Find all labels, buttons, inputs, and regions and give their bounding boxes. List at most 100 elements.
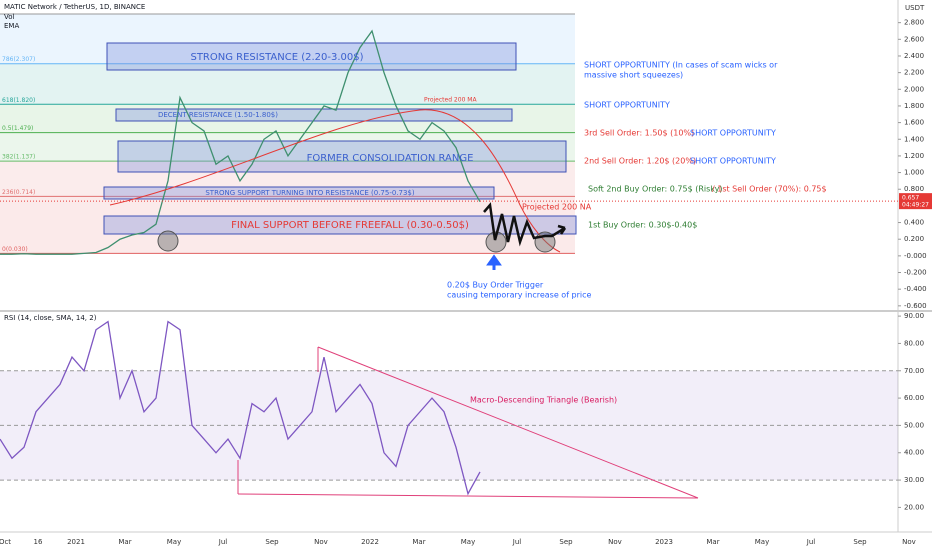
y-tick-label: 1.200 (904, 152, 924, 160)
y-tick-label: 1.800 (904, 102, 924, 110)
y-tick-label: -0.400 (904, 285, 927, 293)
y-tick-label: 80.00 (904, 339, 924, 347)
annotation: / 1st Sell Order (70%): 0.75$ (712, 185, 827, 194)
triangle-line (317, 346, 699, 499)
y-tick-label: -0.000 (904, 252, 927, 260)
zone-label: DECENT RESISTANCE (1.50-1.80$) (158, 111, 278, 119)
triangle-line (237, 493, 699, 499)
x-tick-label: 2021 (67, 538, 85, 546)
y-tick-label: 70.00 (904, 367, 924, 375)
zone-box (103, 215, 577, 235)
price-tag-label: 0.657 (902, 195, 919, 202)
x-tick-label: May (167, 538, 181, 546)
y-tick-label: 0.800 (904, 185, 924, 193)
x-tick-label: Nov (902, 538, 916, 546)
x-tick-label: 2023 (655, 538, 673, 546)
x-tick-label: Jul (218, 538, 228, 546)
fib-label: 618(1.820) (2, 97, 35, 104)
x-tick-label: Nov (608, 538, 622, 546)
projection (483, 202, 566, 247)
annotation: 1st Buy Order: 0.30$-0.40$ (588, 221, 697, 230)
zone-label: FINAL SUPPORT BEFORE FREEFALL (0.30-0.50… (231, 220, 469, 231)
y-tick-label: 2.200 (904, 69, 924, 77)
zone-box (117, 140, 567, 173)
y-tick-label: 0.200 (904, 235, 924, 243)
annotation: SHORT OPPORTUNITY (In cases of scam wick… (584, 61, 778, 70)
indicator-label: EMA (4, 22, 19, 30)
y-tick-label: 20.00 (904, 503, 924, 511)
series-line (0, 29, 481, 255)
x-tick-label: Mar (706, 538, 719, 546)
annotation: 3rd Sell Order: 1.50$ (10%) (584, 129, 694, 138)
y-tick-label: 90.00 (904, 312, 924, 320)
x-tick-label: Sep (559, 538, 573, 546)
projected-ma (109, 109, 561, 253)
annotation: Projected 200 NA (522, 203, 592, 212)
y-tick-label: 60.00 (904, 394, 924, 402)
fib-label: 382(1.137) (2, 154, 35, 161)
zone-box (115, 108, 513, 122)
y-tick-label: 40.00 (904, 449, 924, 457)
zone-label: FORMER CONSOLIDATION RANGE (307, 153, 474, 164)
x-tick-label: Sep (265, 538, 279, 546)
annotation: Soft 2nd Buy Order: 0.75$ (Risky) (588, 185, 723, 194)
y-tick-label: 1.600 (904, 119, 924, 127)
annotation: 2nd Sell Order: 1.20$ (20%) (584, 157, 696, 166)
fib-label: 236(0.714) (2, 189, 35, 196)
fib-band (0, 196, 575, 254)
annotation: SHORT OPPORTUNITY (690, 157, 776, 166)
fib-label: 0.5(1.479) (2, 125, 33, 132)
x-tick-label: 2022 (361, 538, 379, 546)
x-tick-label: May (755, 538, 769, 546)
annotation: Macro-Descending Triangle (Bearish) (470, 396, 617, 405)
y-tick-label: 0.400 (904, 219, 924, 227)
x-tick-label: Nov (314, 538, 328, 546)
indicator-label: Vol (4, 13, 15, 21)
annotation: Projected 200 MA (424, 97, 477, 104)
x-tick-label: Sep (853, 538, 867, 546)
fib-band (0, 14, 575, 64)
annotation: 0.20$ Buy Order Trigger (447, 281, 544, 290)
y-tick-label: 2.800 (904, 19, 924, 27)
y-tick-label: 2.000 (904, 85, 924, 93)
x-tick-label: Jul (512, 538, 522, 546)
y-tick-label: -0.200 (904, 269, 927, 277)
y-tick-label: -0.600 (904, 302, 927, 310)
x-tick-label: 16 (34, 538, 43, 546)
currency: USDT (905, 4, 925, 12)
annotation: massive short squeezes) (584, 71, 683, 80)
zone-label: STRONG RESISTANCE (2.20-3.00$) (190, 52, 363, 63)
fib-label: 0(0.030) (2, 246, 28, 253)
up-arrow (486, 254, 502, 270)
zone-box (106, 42, 517, 71)
fib-label: 786(2.307) (2, 56, 35, 63)
x-tick-label: Mar (118, 538, 131, 546)
y-tick-label: 1.000 (904, 169, 924, 177)
price-tag (899, 193, 932, 210)
x-tick-label: Jul (806, 538, 816, 546)
y-tick-label: 50.00 (904, 421, 924, 429)
y-tick-label: 1.400 (904, 135, 924, 143)
plot (0, 29, 898, 496)
annotation: causing temporary increase of price (447, 291, 592, 300)
x-tick-label: Mar (412, 538, 425, 546)
zone-label: STRONG SUPPORT TURNING INTO RESISTANCE (… (205, 189, 415, 197)
circle (157, 230, 179, 252)
axes: 2.800 2.600 2.400 2.200 2.000 1.800 1.600 1.400… (0, 19, 932, 546)
series-line (0, 320, 481, 496)
annotation: SHORT OPPORTUNITY (584, 101, 670, 110)
x-tick-label: May (461, 538, 475, 546)
rsi-title: RSI (14, close, SMA, 14, 2) (4, 314, 97, 322)
y-tick-label: 2.400 (904, 52, 924, 60)
annotation: SHORT OPPORTUNITY (690, 129, 776, 138)
fib-band (0, 161, 575, 197)
zone-box (103, 186, 495, 200)
countdown: 04:49:27 (902, 202, 929, 209)
arrow (557, 224, 567, 235)
y-tick-label: 30.00 (904, 476, 924, 484)
symbol: MATIC Network / TetherUS, 1D, BINANCE (4, 3, 145, 11)
y-tick-label: 2.600 (904, 35, 924, 43)
